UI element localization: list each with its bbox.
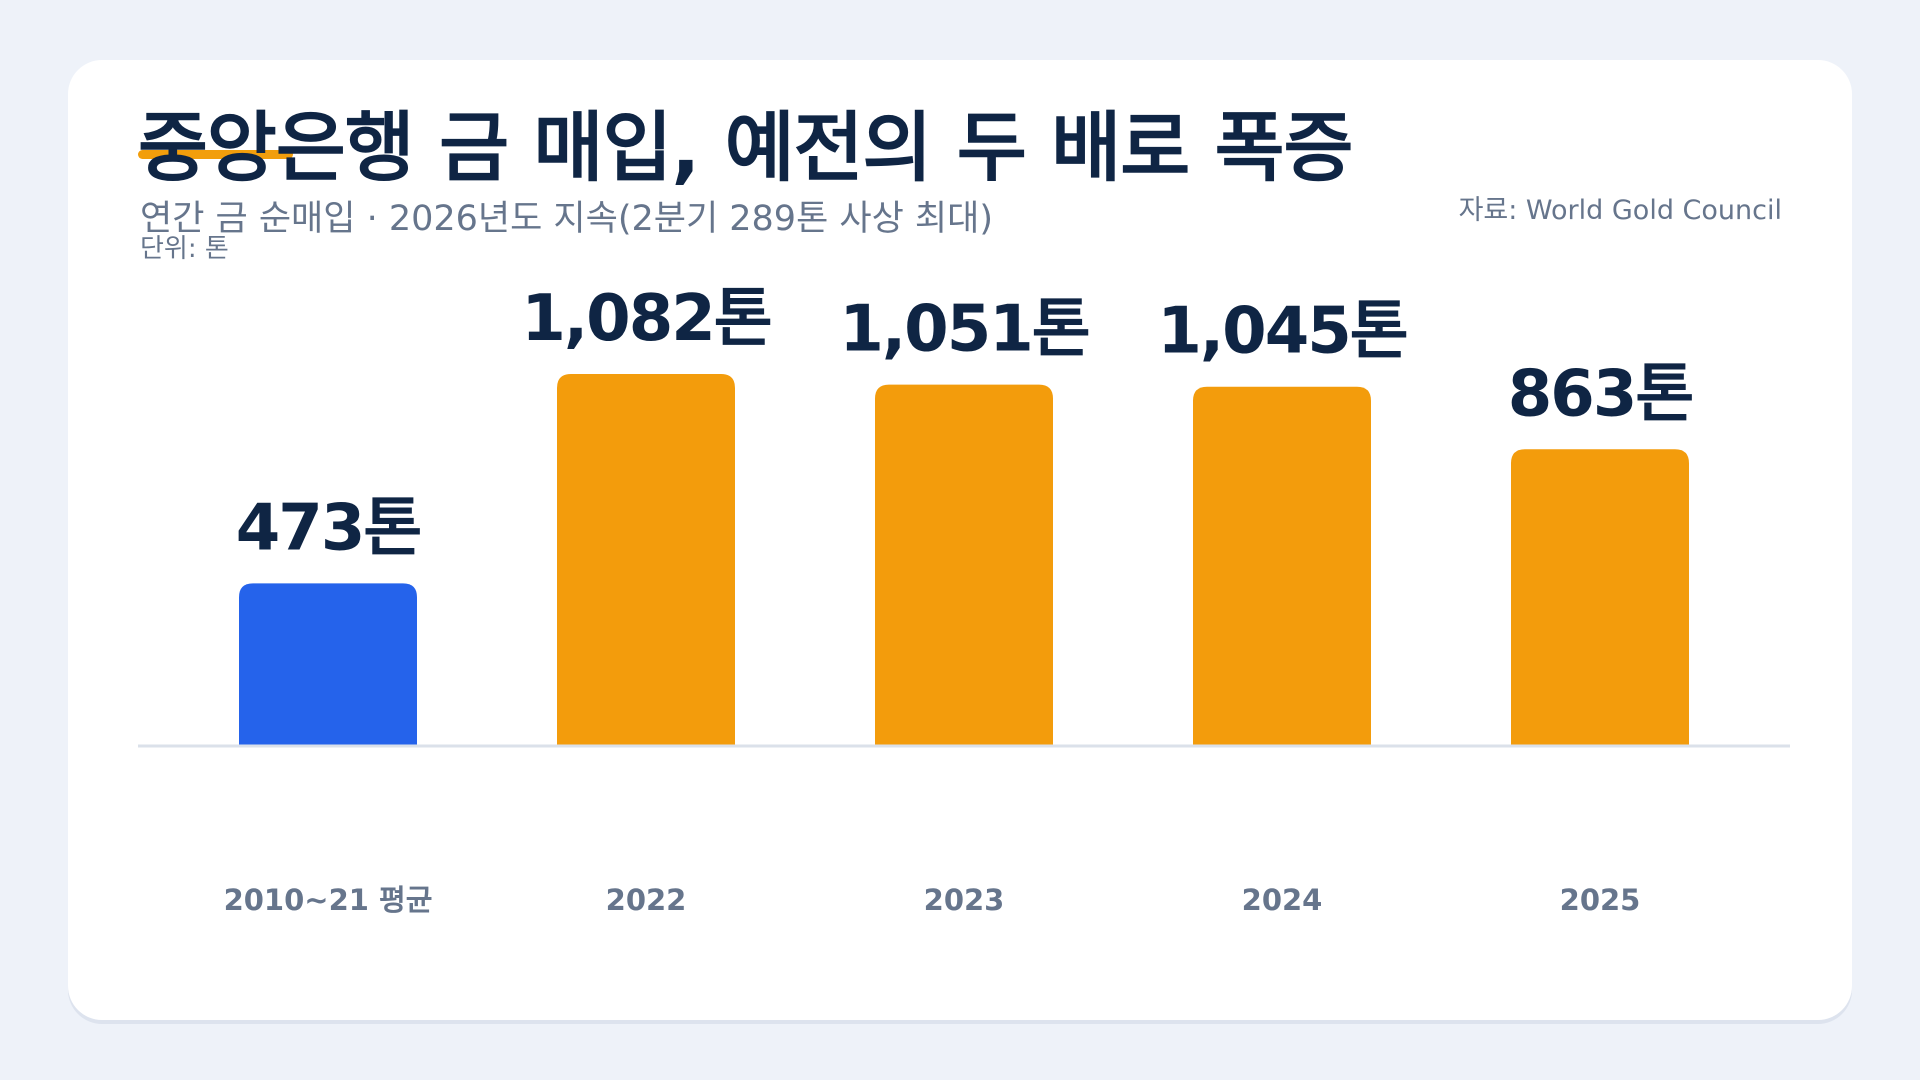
bar-3 <box>875 384 1053 746</box>
source-label: 자료: World Gold Council <box>1458 195 1782 226</box>
x-tick-label-3: 2023 <box>924 883 1005 917</box>
bar-4 <box>1193 386 1371 746</box>
data-label-3: 1,051톤 <box>839 293 1088 367</box>
data-label-2: 1,082톤 <box>521 282 770 356</box>
x-tick-label-2: 2022 <box>606 883 687 917</box>
data-label-1: 473톤 <box>236 491 421 565</box>
chart-title: 중앙은행 금 매입, 예전의 두 배로 폭증 <box>138 103 1353 192</box>
x-tick-label-4: 2024 <box>1242 883 1323 917</box>
data-label-4: 1,045톤 <box>1157 295 1406 369</box>
bar-5 <box>1511 449 1689 746</box>
bar-2 <box>557 374 735 746</box>
bar-1 <box>239 583 417 746</box>
data-label-5: 863톤 <box>1508 357 1693 431</box>
x-tick-label-1: 2010~21 평균 <box>224 883 433 917</box>
title-underline-accent <box>138 150 293 159</box>
chart-subtitle: 연간 금 순매입 · 2026년도 지속(2분기 289톤 사상 최대) <box>140 199 993 239</box>
unit-label: 단위: 톤 <box>140 234 229 264</box>
x-tick-label-5: 2025 <box>1560 883 1641 917</box>
